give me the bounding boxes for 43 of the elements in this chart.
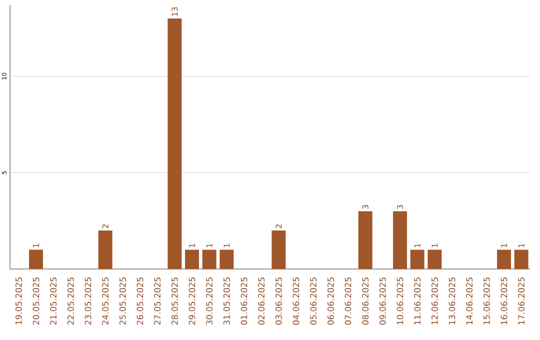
x-tick-label: 23.05.2025	[84, 278, 92, 325]
bar	[272, 230, 286, 269]
x-tick-label: 25.05.2025	[119, 278, 126, 325]
x-tick-label: 28.05.2025	[171, 278, 178, 325]
x-tick-label: 06.06.2025	[327, 278, 334, 325]
x-tick-label: 12.06.2025	[431, 278, 438, 324]
x-tick-label: 16.06.2025	[500, 278, 508, 324]
x-tick-label: 19.05.2025	[15, 278, 22, 324]
x-tick-label: 21.05.2025	[50, 278, 57, 325]
x-tick-label: 08.06.2025	[362, 278, 369, 325]
x-tick-label: 11.06.2025	[414, 278, 421, 324]
bar	[220, 250, 234, 269]
x-tick-label: 17.06.2025	[518, 278, 525, 324]
x-tick-label: 27.05.2025	[154, 278, 161, 325]
x-tick-label: 04.06.2025	[292, 278, 300, 325]
bar	[185, 250, 199, 269]
bar	[514, 250, 528, 269]
x-tick-label: 05.06.2025	[310, 278, 317, 325]
bar	[358, 211, 372, 269]
bar	[497, 250, 512, 269]
x-tick-label: 14.06.2025	[466, 278, 473, 324]
x-tick-label: 09.06.2025	[379, 278, 386, 325]
bar	[168, 18, 182, 269]
bar	[428, 250, 442, 269]
x-tick-label: 15.06.2025	[483, 278, 490, 324]
bar	[202, 250, 216, 269]
x-tick-label: 07.06.2025	[344, 278, 352, 325]
x-tick-label: 29.05.2025	[188, 278, 196, 325]
bar	[393, 211, 408, 269]
bar	[98, 230, 112, 269]
bar	[29, 250, 43, 269]
x-tick-label: 26.05.2025	[136, 278, 144, 325]
x-tick-label: 30.05.2025	[206, 278, 213, 325]
bar	[410, 250, 424, 269]
x-tick-label: 20.05.2025	[32, 278, 40, 325]
x-tick-label: 03.06.2025	[275, 278, 282, 325]
x-tick-label: 13.06.2025	[448, 278, 456, 324]
x-tick-label: 31.05.2025	[223, 278, 230, 325]
x-tick-label: 02.06.2025	[258, 278, 265, 325]
x-tick-label: 10.06.2025	[396, 278, 404, 324]
x-tick-label: 22.05.2025	[67, 278, 74, 325]
x-tick-label: 01.06.2025	[240, 278, 248, 325]
x-tick-label: 24.05.2025	[102, 278, 109, 325]
